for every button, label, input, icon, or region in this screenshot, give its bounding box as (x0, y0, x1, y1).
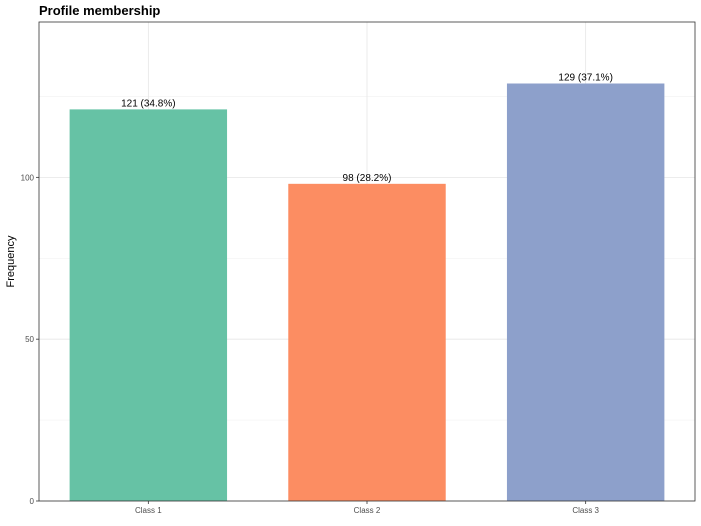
bar-class-2 (288, 183, 446, 501)
x-tick-label: Class 1 (135, 506, 162, 515)
bar-class-3 (506, 83, 665, 502)
x-tick-label: Class 3 (572, 506, 599, 515)
data-label: 98 (28.2%) (343, 173, 392, 184)
axes: 0 50 100 Class 1 Class 2 Class 3 (21, 173, 600, 515)
panel-border (38, 21, 696, 502)
data-label: 121 (34.8%) (121, 98, 175, 109)
bar-class-1 (69, 109, 228, 501)
data-labels: 121 (34.8%) 98 (28.2%) 129 (37.1%) (121, 72, 613, 183)
chart-title: Profile membership (39, 3, 160, 18)
bars (69, 83, 665, 502)
y-tick-label: 50 (25, 335, 34, 344)
data-label: 129 (37.1%) (558, 72, 612, 83)
x-tick-label: Class 2 (354, 506, 381, 515)
y-tick-label: 0 (30, 497, 35, 506)
y-tick-label: 100 (21, 173, 35, 182)
y-axis-label: Frequency (5, 235, 17, 287)
